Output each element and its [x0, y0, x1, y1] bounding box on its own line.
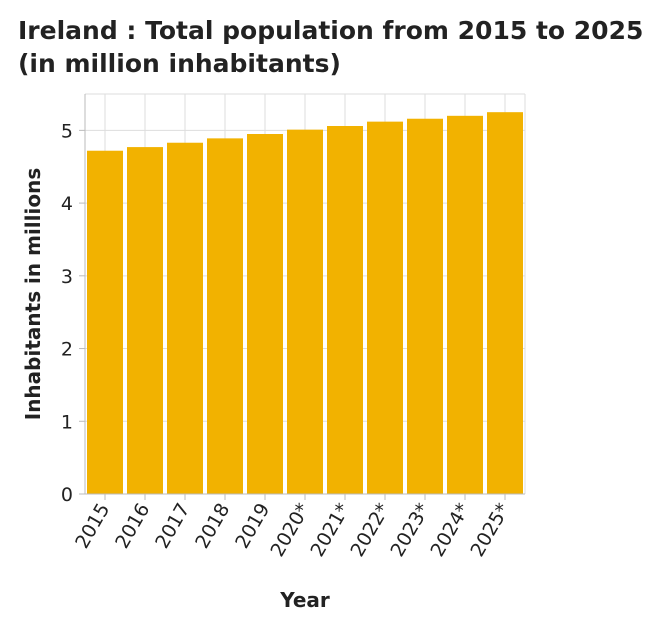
bar-2024-est [447, 115, 483, 495]
bar-2025-est [487, 112, 523, 494]
bar-2018 [207, 138, 243, 494]
y-tick-label: 2 [61, 339, 73, 361]
x-tick-label: 2017 [151, 500, 194, 553]
y-tick-label: 0 [61, 484, 73, 506]
y-tick-label: 5 [61, 120, 73, 142]
bars [87, 112, 523, 495]
x-tick-label: 2018 [191, 500, 234, 553]
bar-2019 [247, 134, 283, 494]
x-tick-label: 2025* [466, 500, 514, 561]
bar-2017 [167, 142, 203, 494]
y-tick-labels: 0 1 2 3 4 5 [61, 120, 73, 506]
bar-2016 [127, 147, 163, 494]
x-tick-label: 2020* [266, 500, 314, 561]
y-tick-label: 3 [61, 266, 73, 288]
bar-2021-est [327, 126, 363, 494]
bar-2023-est [407, 118, 443, 495]
y-axis-title: Inhabitants in millions [21, 168, 45, 421]
x-tick-labels: 201520162017201820192020*2021*2022*2023*… [71, 500, 514, 561]
bar-2022-est [367, 121, 403, 495]
x-tick-label: 2015 [71, 500, 114, 553]
x-tick-label: 2023* [386, 500, 434, 561]
x-tick-label: 2024* [426, 500, 474, 561]
bar-2015 [87, 150, 123, 494]
x-tick-label: 2019 [231, 500, 274, 553]
y-tick-label: 4 [61, 193, 73, 215]
y-tick-label: 1 [61, 411, 73, 433]
bar-2020-est [287, 129, 323, 495]
x-tick-label: 2022* [346, 500, 394, 561]
axes [79, 94, 525, 500]
chart-title: Ireland : Total population from 2015 to … [18, 16, 644, 78]
x-tick-label: 2021* [306, 500, 354, 561]
x-axis-title: Year [279, 588, 330, 612]
x-tick-label: 2016 [111, 500, 154, 553]
